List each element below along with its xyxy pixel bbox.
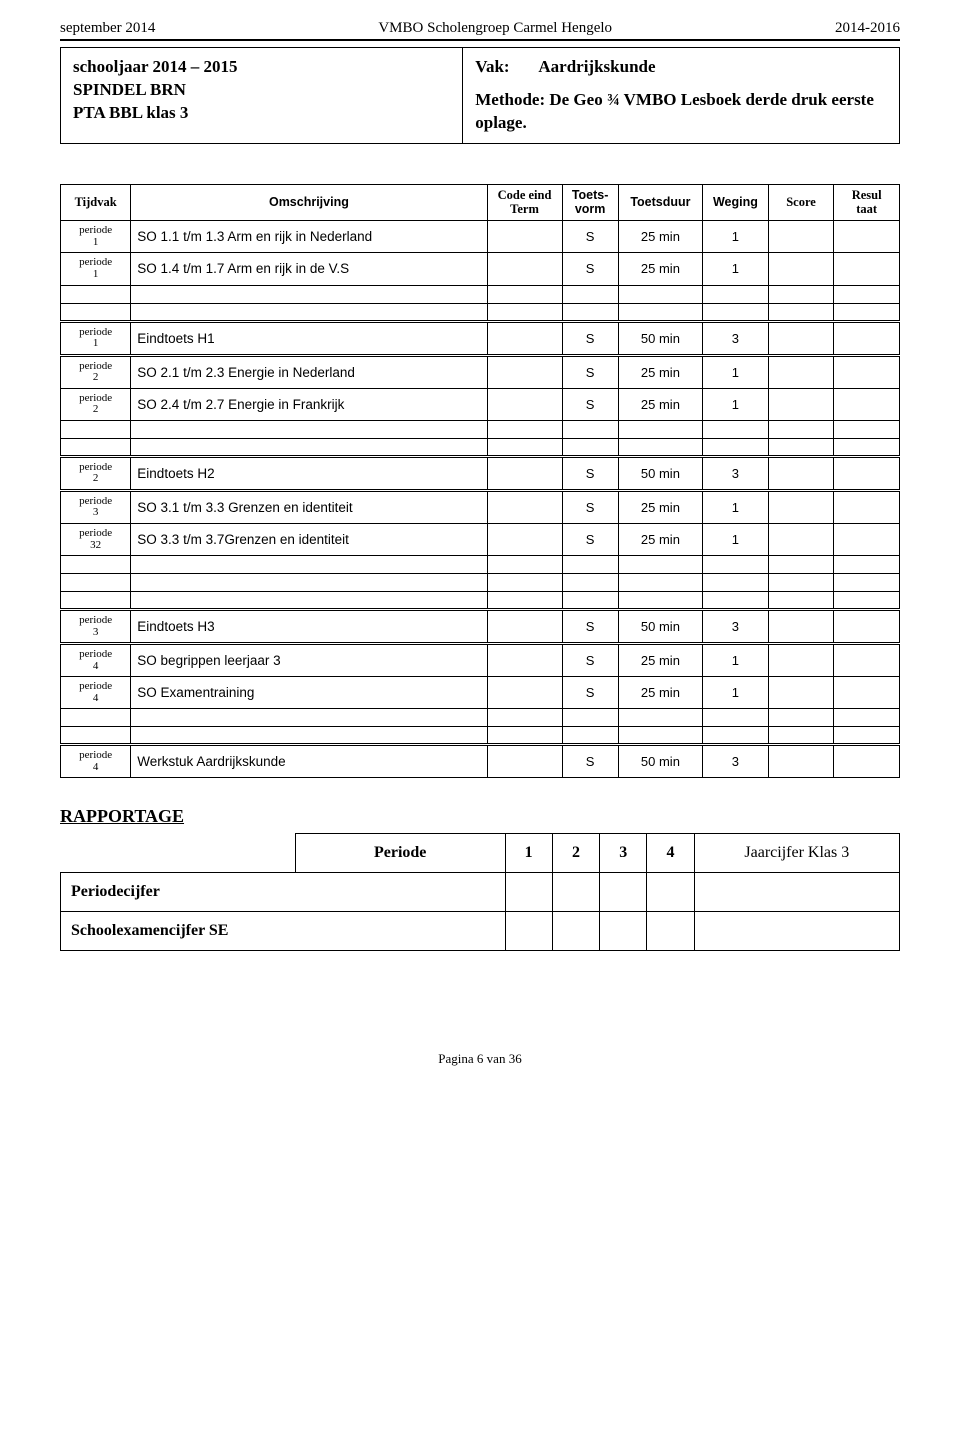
table-row: periode4SO begrippen leerjaar 3S25 min1 xyxy=(61,644,900,677)
table-row xyxy=(61,285,900,303)
periode-3: 3 xyxy=(600,834,647,873)
info-left: schooljaar 2014 – 2015 SPINDEL BRN PTA B… xyxy=(61,48,463,143)
table-row: periode2SO 2.1 t/m 2.3 Energie in Nederl… xyxy=(61,355,900,388)
col-duur: Toetsduur xyxy=(618,184,702,221)
table-row xyxy=(61,438,900,456)
info-right: Vak: Aardrijkskunde Methode: De Geo ¾ VM… xyxy=(463,48,899,143)
col-weging: Weging xyxy=(703,184,769,221)
table-row: periode1Eindtoets H1S50 min3 xyxy=(61,321,900,355)
info-pta: PTA BBL klas 3 xyxy=(73,102,450,125)
table-row: periode3SO 3.1 t/m 3.3 Grenzen en identi… xyxy=(61,490,900,523)
table-row xyxy=(61,592,900,610)
info-box: schooljaar 2014 – 2015 SPINDEL BRN PTA B… xyxy=(60,47,900,144)
table-row xyxy=(61,709,900,727)
page-footer: Pagina 6 van 36 xyxy=(60,1051,900,1067)
table-row: periode4Werkstuk AardrijkskundeS50 min3 xyxy=(61,745,900,778)
page-header: september 2014 VMBO Scholengroep Carmel … xyxy=(60,20,900,41)
table-row xyxy=(61,556,900,574)
table-row: periode3Eindtoets H3S50 min3 xyxy=(61,610,900,644)
rapportage-table: Periode 1 2 3 4 Jaarcijfer Klas 3 Period… xyxy=(60,833,900,951)
assessment-table: Tijdvak Omschrijving Code eind Term Toet… xyxy=(60,184,900,779)
table-row xyxy=(61,420,900,438)
header-right: 2014-2016 xyxy=(835,20,900,37)
col-code: Code eind Term xyxy=(487,184,562,221)
table-row xyxy=(61,727,900,745)
table-header-row: Tijdvak Omschrijving Code eind Term Toet… xyxy=(61,184,900,221)
table-row: periode4SO ExamentrainingS25 min1 xyxy=(61,677,900,709)
methode: Methode: De Geo ¾ VMBO Lesboek derde dru… xyxy=(475,89,887,135)
col-resul: Resul taat xyxy=(834,184,900,221)
info-schooljaar: schooljaar 2014 – 2015 xyxy=(73,56,450,79)
schoolexamencijfer-label: Schoolexamencijfer SE xyxy=(61,912,506,951)
table-row xyxy=(61,574,900,592)
periode-1: 1 xyxy=(505,834,552,873)
periode-4: 4 xyxy=(647,834,694,873)
header-left: september 2014 xyxy=(60,20,155,37)
header-center: VMBO Scholengroep Carmel Hengelo xyxy=(378,20,612,37)
vak-value: Aardrijkskunde xyxy=(538,57,655,76)
table-row: periode2SO 2.4 t/m 2.7 Energie in Frankr… xyxy=(61,388,900,420)
info-spindel: SPINDEL BRN xyxy=(73,79,450,102)
col-score: Score xyxy=(768,184,834,221)
vak-label: Vak: xyxy=(475,57,509,76)
col-omschrijving: Omschrijving xyxy=(131,184,487,221)
periode-label: Periode xyxy=(295,834,505,873)
table-row: periode32SO 3.3 t/m 3.7Grenzen en identi… xyxy=(61,523,900,555)
jaarcijfer-label: Jaarcijfer Klas 3 xyxy=(694,834,899,873)
table-row: periode1SO 1.1 t/m 1.3 Arm en rijk in Ne… xyxy=(61,221,900,253)
table-row: periode2Eindtoets H2S50 min3 xyxy=(61,456,900,490)
periodecijfer-label: Periodecijfer xyxy=(61,873,506,912)
table-row xyxy=(61,303,900,321)
col-vorm: Toets-vorm xyxy=(562,184,618,221)
col-tijdvak: Tijdvak xyxy=(61,184,131,221)
periode-2: 2 xyxy=(552,834,599,873)
rapportage-title: RAPPORTAGE xyxy=(60,806,900,827)
table-row: periode1SO 1.4 t/m 1.7 Arm en rijk in de… xyxy=(61,253,900,285)
